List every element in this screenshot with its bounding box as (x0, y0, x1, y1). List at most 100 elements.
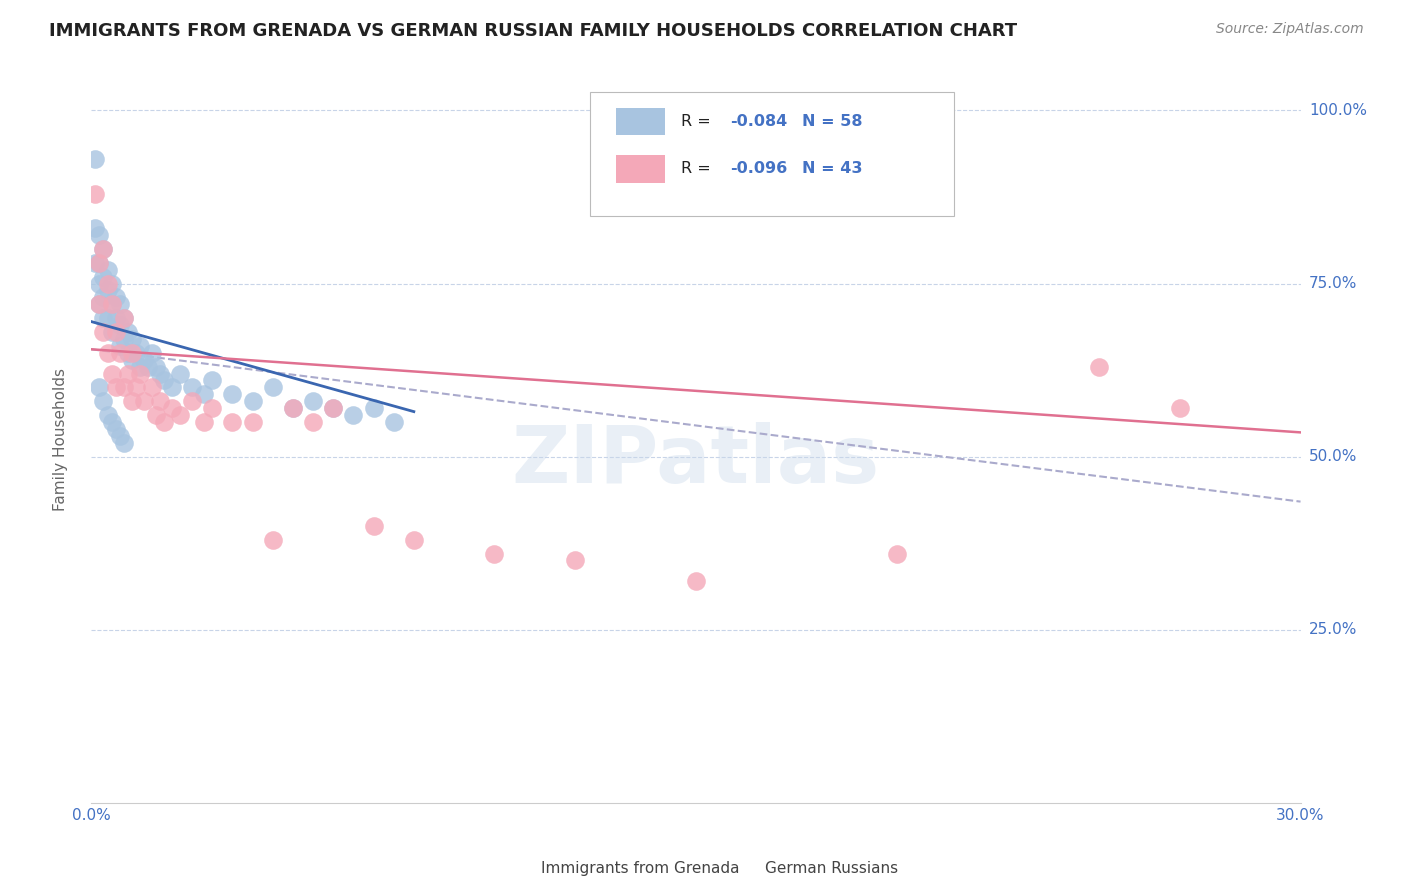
Point (141, 345, 163, 359)
Point (96, 311, 118, 326)
Point (149, 367, 172, 381)
Point (125, 380, 148, 394)
Point (93, 242, 115, 256)
Point (93, 311, 115, 326)
Point (100, 277, 122, 291)
Point (363, 519, 385, 533)
Point (112, 332, 135, 346)
Text: Immigrants from Grenada: Immigrants from Grenada (541, 861, 740, 876)
Point (93, 269, 115, 284)
Point (89, 380, 111, 394)
Point (100, 367, 122, 381)
Point (160, 380, 183, 394)
Point (108, 429, 131, 443)
Point (484, 547, 506, 561)
Point (169, 408, 191, 422)
Point (342, 408, 364, 422)
Point (132, 352, 155, 367)
Point (153, 415, 176, 429)
Point (685, 574, 707, 589)
Point (322, 401, 344, 416)
Text: IMMIGRANTS FROM GRENADA VS GERMAN RUSSIAN FAMILY HOUSEHOLDS CORRELATION CHART: IMMIGRANTS FROM GRENADA VS GERMAN RUSSIA… (49, 22, 1018, 40)
Point (136, 359, 159, 374)
Point (96, 345, 118, 359)
Point (112, 435, 135, 450)
Point (100, 297, 122, 311)
Point (112, 380, 135, 394)
Point (363, 401, 385, 416)
Point (108, 318, 131, 332)
FancyBboxPatch shape (720, 856, 754, 880)
Point (108, 345, 131, 359)
Text: Source: ZipAtlas.com: Source: ZipAtlas.com (1216, 22, 1364, 37)
Point (201, 401, 224, 416)
Point (93, 325, 115, 339)
Point (89, 256, 111, 270)
Point (193, 387, 215, 401)
Point (93, 394, 115, 409)
Point (93, 290, 115, 304)
Text: 50.0%: 50.0% (1309, 449, 1357, 464)
Text: R =: R = (682, 114, 716, 129)
Text: 75.0%: 75.0% (1309, 276, 1357, 291)
Point (100, 325, 122, 339)
Point (886, 547, 908, 561)
Point (104, 380, 127, 394)
FancyBboxPatch shape (616, 155, 665, 183)
Y-axis label: Family Households: Family Households (53, 368, 67, 511)
Point (117, 345, 139, 359)
Point (201, 374, 224, 388)
Point (112, 311, 135, 326)
Point (104, 325, 127, 339)
Point (181, 380, 204, 394)
Point (84, 186, 107, 201)
Point (564, 553, 586, 567)
Point (402, 533, 425, 547)
Point (104, 290, 127, 304)
Text: 100.0%: 100.0% (1309, 103, 1367, 118)
Point (145, 359, 167, 374)
Point (121, 332, 143, 346)
Point (242, 394, 264, 409)
Point (132, 394, 155, 409)
Point (169, 367, 191, 381)
FancyBboxPatch shape (616, 108, 665, 136)
Point (104, 422, 127, 436)
Point (100, 297, 122, 311)
Point (160, 401, 183, 416)
Text: 25.0%: 25.0% (1309, 623, 1357, 637)
Point (128, 359, 150, 374)
Point (100, 415, 122, 429)
Text: R =: R = (682, 161, 716, 177)
Point (281, 401, 304, 416)
Point (89, 228, 111, 243)
Point (302, 394, 325, 409)
Point (181, 394, 204, 409)
Point (125, 345, 148, 359)
Point (96, 284, 118, 298)
Text: N = 58: N = 58 (803, 114, 863, 129)
Text: ZIPatlas: ZIPatlas (512, 422, 880, 500)
Point (89, 297, 111, 311)
Point (96, 277, 118, 291)
Point (108, 339, 131, 353)
Point (242, 415, 264, 429)
Text: -0.084: -0.084 (730, 114, 787, 129)
Point (221, 415, 243, 429)
Point (89, 277, 111, 291)
Point (117, 325, 139, 339)
Point (117, 367, 139, 381)
Point (84, 256, 107, 270)
Text: German Russians: German Russians (765, 861, 898, 876)
FancyBboxPatch shape (589, 92, 953, 216)
Point (89, 297, 111, 311)
Point (1088, 359, 1111, 374)
Point (121, 352, 143, 367)
Point (108, 297, 131, 311)
Point (128, 367, 150, 381)
Point (121, 394, 143, 409)
Point (153, 374, 176, 388)
Point (121, 345, 143, 359)
Point (193, 415, 215, 429)
Point (382, 415, 405, 429)
